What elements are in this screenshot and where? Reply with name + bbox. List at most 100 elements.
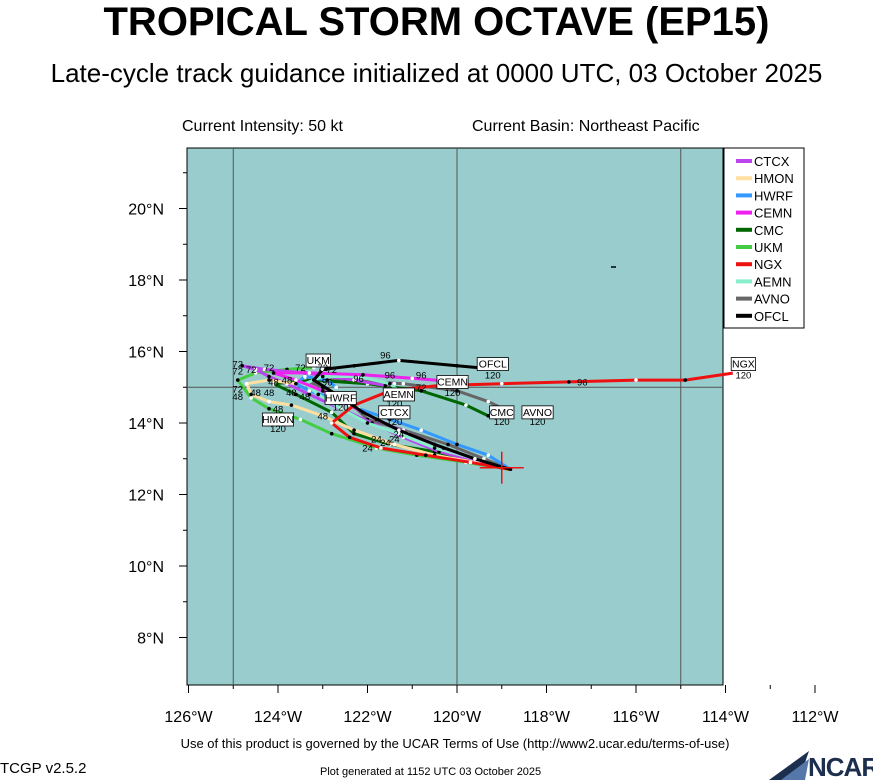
track-point: [244, 381, 249, 386]
ncar-logo-icon: [769, 751, 809, 780]
track-point: [240, 364, 244, 368]
track-point: [267, 374, 271, 379]
track-hour-label: 72: [416, 383, 427, 394]
track-hour-label: 120: [530, 417, 546, 428]
track-ofcl: [312, 358, 513, 471]
track-point: [352, 431, 356, 436]
lat-label: 10°N: [128, 559, 164, 576]
track-hour-label: 96: [380, 351, 391, 362]
lon-label: 116°W: [612, 709, 660, 726]
track-model-label: AVNO: [523, 407, 552, 419]
legend-label: HMON: [754, 171, 794, 186]
track-point: [432, 446, 437, 450]
track-point: [325, 378, 330, 382]
track-model-label: HMON: [262, 414, 294, 426]
track-hour-label: 72: [264, 363, 275, 374]
track-model-label: OFCL: [479, 359, 507, 371]
track-point: [298, 417, 303, 422]
current-basin-label: Current Basin: Northeast Pacific: [472, 118, 700, 135]
track-hour-label: 48: [317, 411, 328, 422]
lat-label: 12°N: [128, 488, 164, 505]
track-point: [397, 431, 401, 436]
track-label-box: [324, 391, 357, 405]
track-hour-label: 48: [273, 404, 284, 415]
longitude-labels: 126°W 124°W 122°W 120°W 118°W 116°W 114°W 112°W: [164, 709, 839, 726]
track-point: [267, 399, 271, 404]
track-point: [352, 378, 356, 382]
track-point: [320, 414, 325, 418]
track-point: [312, 378, 316, 382]
track-hour-label: 120: [485, 370, 501, 381]
track-label-box: [521, 405, 554, 420]
track-point: [446, 442, 450, 447]
track-hour-label: 120: [494, 417, 510, 428]
track-hour-label: 48: [286, 388, 297, 399]
track-hour-label: 48: [264, 388, 275, 399]
track-point: [455, 364, 459, 368]
track-point: [379, 446, 383, 450]
track-point: [289, 403, 294, 407]
lat-label: 20°N: [128, 202, 164, 219]
lat-label: 16°N: [128, 345, 164, 362]
track-hour-label: 48: [268, 377, 279, 388]
track-point: [397, 428, 401, 432]
track-hour-label: 120: [386, 417, 402, 428]
track-model-label: UKM: [307, 355, 330, 367]
legend-label: AEMN: [754, 274, 792, 289]
track-point: [329, 421, 334, 425]
track-point: [320, 374, 325, 379]
legend-label: CEMN: [754, 206, 792, 221]
track-hour-label: 72: [232, 367, 243, 378]
track-annotations: OFCL120NGX12096CEMN120CMC120AVNO120UKMAE…: [232, 351, 757, 455]
lon-label: 126°W: [164, 709, 213, 726]
legend-label: CMC: [754, 223, 784, 238]
track-hour-label: 96: [322, 377, 333, 388]
track-point: [235, 378, 240, 382]
track-point: [388, 381, 392, 386]
track-model-label: HWRF: [325, 393, 357, 405]
track-point: [383, 383, 388, 388]
track-point: [352, 364, 356, 368]
track-hour-label: 24: [362, 444, 373, 455]
track-point: [455, 389, 459, 393]
track-point: [320, 367, 325, 372]
track-point: [347, 435, 352, 440]
track-point: [419, 428, 424, 432]
lat-label: 14°N: [128, 416, 164, 433]
legend-label: NGX: [754, 257, 783, 272]
track-point: [455, 442, 459, 447]
track-hour-label: 120: [333, 402, 349, 413]
track-point: [320, 389, 325, 393]
track-point: [732, 371, 737, 375]
lon-label: 124°W: [254, 709, 303, 726]
track-point: [683, 378, 688, 382]
track-point: [352, 428, 356, 432]
track-point: [361, 372, 365, 377]
track-hour-label: 72: [246, 365, 257, 376]
track-label-box: [305, 353, 331, 368]
track-hour-label: 24: [389, 435, 400, 446]
track-hour-label: 48: [300, 392, 311, 403]
track-hour-label: 96: [577, 377, 588, 388]
page-title: TROPICAL STORM OCTAVE (EP15): [103, 0, 770, 44]
track-hour-label: 72: [232, 385, 243, 396]
track-hour-label: 72: [232, 360, 243, 371]
track-model-label: AEMN: [384, 389, 414, 401]
track-point: [253, 367, 258, 372]
ncar-logo-text: NCAR: [808, 752, 873, 782]
track-model-label: CMC: [490, 407, 514, 419]
track-point: [294, 381, 298, 386]
track-hour-label: 120: [735, 370, 751, 381]
track-point: [303, 374, 307, 379]
track-hour-label: 24: [394, 429, 405, 440]
track-point: [361, 410, 365, 415]
track-hour-label: 24: [380, 438, 391, 449]
legend-label: CTCX: [754, 154, 790, 169]
lon-label: 114°W: [702, 709, 750, 726]
terms-of-use-text: Use of this product is governed by the U…: [180, 736, 730, 751]
track-point: [253, 371, 258, 375]
track-point: [249, 392, 253, 397]
track-point: [307, 392, 312, 397]
track-model-label: NGX: [732, 359, 755, 371]
track-hour-label: 120: [270, 424, 286, 435]
